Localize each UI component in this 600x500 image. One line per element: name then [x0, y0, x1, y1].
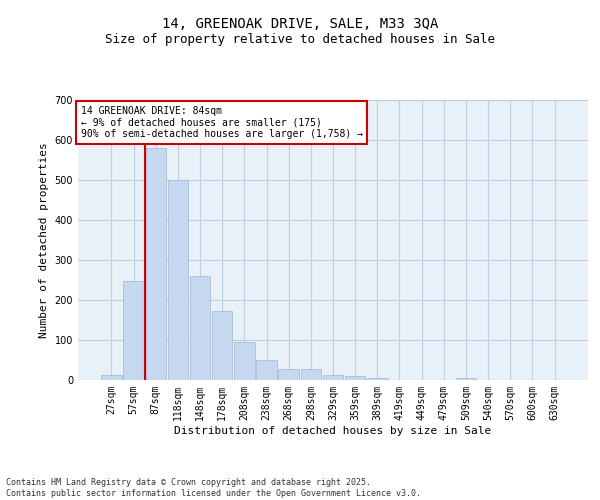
Bar [256, 360, 277, 380]
Y-axis label: Number of detached properties: Number of detached properties [39, 142, 49, 338]
Text: Size of property relative to detached houses in Sale: Size of property relative to detached ho… [105, 32, 495, 46]
Bar [234, 342, 254, 380]
Bar [124, 281, 144, 380]
Bar [278, 369, 299, 380]
Bar [323, 375, 343, 380]
Bar [345, 376, 365, 380]
Bar [367, 378, 388, 380]
Text: 14 GREENOAK DRIVE: 84sqm
← 9% of detached houses are smaller (175)
90% of semi-d: 14 GREENOAK DRIVE: 84sqm ← 9% of detache… [80, 106, 362, 139]
Bar [167, 180, 188, 380]
X-axis label: Distribution of detached houses by size in Sale: Distribution of detached houses by size … [175, 426, 491, 436]
Bar [146, 148, 166, 380]
Text: Contains HM Land Registry data © Crown copyright and database right 2025.
Contai: Contains HM Land Registry data © Crown c… [6, 478, 421, 498]
Text: 14, GREENOAK DRIVE, SALE, M33 3QA: 14, GREENOAK DRIVE, SALE, M33 3QA [162, 18, 438, 32]
Bar [101, 375, 122, 380]
Bar [212, 311, 232, 380]
Bar [301, 369, 321, 380]
Bar [456, 378, 476, 380]
Bar [190, 276, 210, 380]
